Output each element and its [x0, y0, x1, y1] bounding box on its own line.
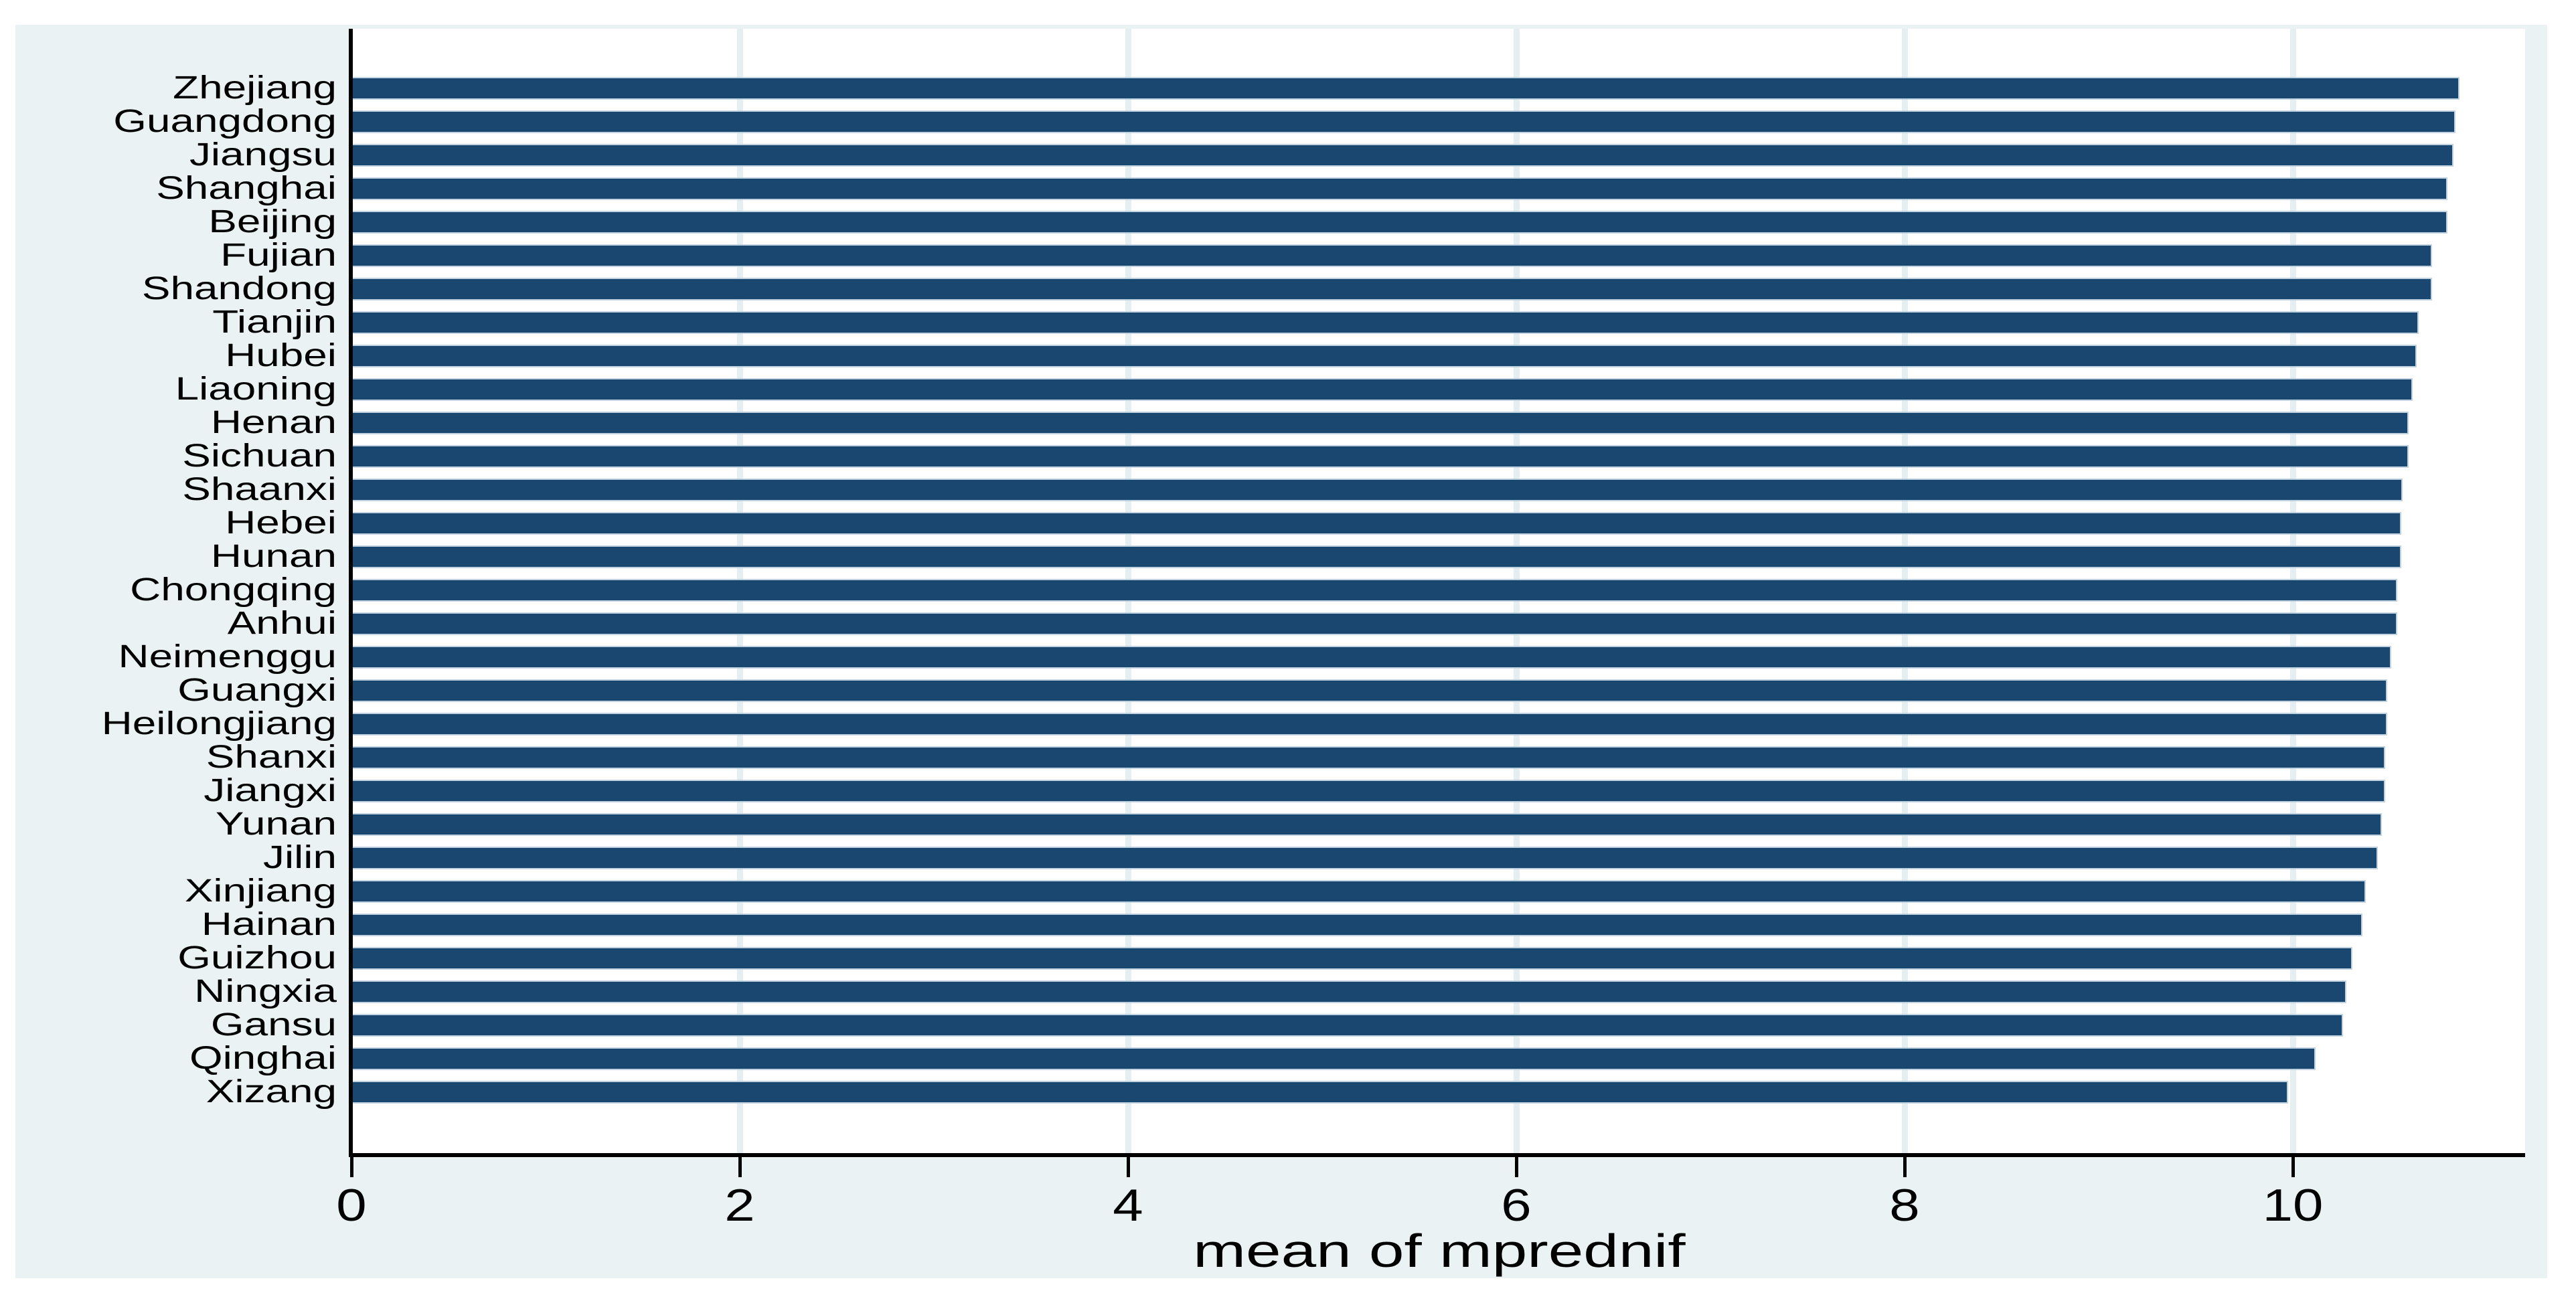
category-label-xinjiang: Xinjiang [184, 873, 337, 909]
x-tick-10 [2291, 1157, 2295, 1177]
category-label-jiangxi: Jiangxi [204, 773, 337, 808]
category-label-hubei: Hubei [225, 338, 337, 373]
category-label-tianjin: Tianjin [212, 305, 337, 340]
category-label-jilin: Jilin [263, 840, 337, 875]
x-tick-label-6: 6 [1501, 1180, 1532, 1231]
x-tick-8 [1903, 1157, 1907, 1177]
bar-heilongjiang [351, 713, 2387, 735]
x-axis-title: mean of mprednif [1193, 1225, 1686, 1277]
category-label-henan: Henan [210, 405, 337, 440]
category-label-ningxia: Ningxia [194, 974, 337, 1009]
x-tick-label-0: 0 [336, 1180, 367, 1231]
bar-hebei [351, 512, 2401, 535]
category-label-sichuan: Sichuan [182, 438, 337, 474]
category-label-hebei: Hebei [225, 505, 337, 541]
bar-guangxi [351, 679, 2387, 702]
category-label-beijing: Beijing [208, 204, 337, 240]
x-tick-2 [738, 1157, 742, 1177]
x-tick-4 [1127, 1157, 1130, 1177]
bar-shandong [351, 278, 2432, 300]
x-tick-label-4: 4 [1113, 1180, 1143, 1231]
y-axis-line [349, 29, 353, 1157]
bar-jiangsu [351, 144, 2453, 167]
bar-xinjiang [351, 880, 2366, 903]
bar-zhejiang [351, 77, 2460, 100]
category-label-gansu: Gansu [210, 1007, 337, 1043]
x-axis-line [349, 1153, 2525, 1157]
bar-guangdong [351, 110, 2456, 133]
category-label-neimenggu: Neimenggu [118, 639, 337, 675]
bar-anhui [351, 612, 2397, 635]
x-tick-label-2: 2 [724, 1180, 755, 1231]
category-label-fujian: Fujian [220, 238, 337, 273]
bar-hubei [351, 345, 2417, 367]
bar-tianjin [351, 311, 2419, 334]
bar-ningxia [351, 980, 2346, 1003]
bar-sichuan [351, 445, 2409, 468]
category-label-xizang: Xizang [206, 1074, 337, 1110]
category-label-shaanxi: Shaanxi [182, 472, 337, 507]
bar-chongqing [351, 579, 2397, 602]
category-label-qinghai: Qinghai [189, 1041, 337, 1076]
bar-xizang [351, 1081, 2288, 1104]
x-tick-0 [350, 1157, 353, 1177]
bar-yunan [351, 813, 2382, 836]
category-label-chongqing: Chongqing [130, 572, 337, 608]
x-tick-label-8: 8 [1889, 1180, 1920, 1231]
category-label-zhejiang: Zhejiang [173, 70, 337, 106]
category-label-hainan: Hainan [201, 907, 337, 942]
bar-jiangxi [351, 780, 2385, 802]
bar-shaanxi [351, 479, 2403, 501]
bar-liaoning [351, 378, 2413, 401]
category-label-yunan: Yunan [215, 806, 337, 842]
category-label-guangxi: Guangxi [177, 673, 337, 708]
x-tick-6 [1515, 1157, 1518, 1177]
bar-fujian [351, 244, 2432, 267]
bar-qinghai [351, 1047, 2316, 1070]
category-label-shanghai: Shanghai [156, 171, 337, 206]
category-label-anhui: Anhui [227, 606, 337, 641]
bar-shanghai [351, 177, 2447, 200]
bar-gansu [351, 1014, 2343, 1037]
category-label-shandong: Shandong [141, 271, 337, 307]
bar-hainan [351, 914, 2362, 936]
category-label-shanxi: Shanxi [206, 740, 337, 775]
bar-guizhou [351, 947, 2352, 970]
bar-henan [351, 412, 2409, 434]
category-label-guizhou: Guizhou [177, 940, 337, 976]
bar-hunan [351, 545, 2401, 568]
bar-jilin [351, 847, 2378, 869]
category-label-guangdong: Guangdong [113, 104, 337, 139]
bar-shanxi [351, 746, 2385, 769]
category-label-liaoning: Liaoning [175, 371, 337, 407]
category-label-jiangsu: Jiangsu [189, 137, 337, 173]
category-label-hunan: Hunan [210, 539, 337, 574]
category-label-heilongjiang: Heilongjiang [101, 706, 337, 742]
x-tick-label-10: 10 [2262, 1180, 2324, 1231]
bar-beijing [351, 211, 2447, 234]
bar-neimenggu [351, 646, 2391, 669]
